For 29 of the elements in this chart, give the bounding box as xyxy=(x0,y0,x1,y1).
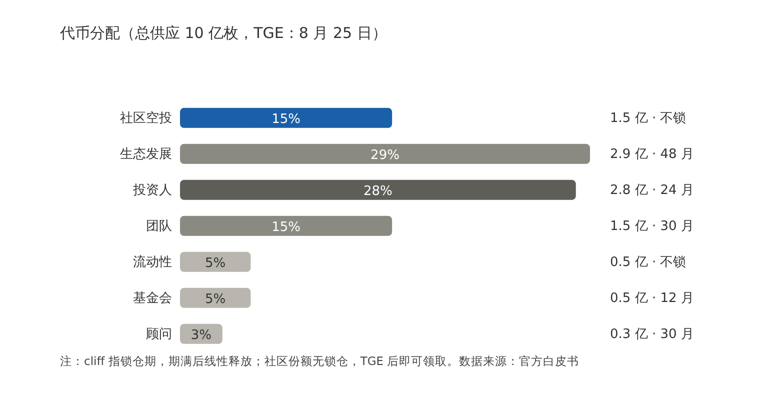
data-label: 28% xyxy=(363,184,392,199)
data-label: 29% xyxy=(370,148,400,163)
data-label: 15% xyxy=(272,220,300,235)
bar xyxy=(180,108,392,128)
bar xyxy=(180,288,251,308)
text: 2.8 亿 · 24 月 xyxy=(610,183,694,198)
y-tick-label: 投资人 xyxy=(132,183,172,198)
y-tick-label: 生态发展 xyxy=(120,147,172,162)
data-label: 3% xyxy=(190,328,212,343)
bar xyxy=(180,180,576,200)
text: 0.3 亿 · 30 月 xyxy=(610,327,694,342)
text: 2.9 亿 · 48 月 xyxy=(610,147,694,162)
y-tick-label: 团队 xyxy=(146,219,172,234)
y-tick-label: 社区空投 xyxy=(120,111,172,126)
text: 0.5 亿 · 12 月 xyxy=(610,291,694,306)
y-tick-label: 流动性 xyxy=(133,254,172,270)
chart-title: 代币分配（总供应 10 亿枚，TGE：8 月 25 日） xyxy=(59,23,388,44)
data-label: 5% xyxy=(205,292,226,307)
text: 1.5 亿 · 30 月 xyxy=(610,219,694,234)
data-label: 5% xyxy=(205,256,226,271)
y-tick-label: 基金会 xyxy=(133,291,172,306)
bar xyxy=(180,252,251,272)
text: 注：cliff 指锁仓期，期满后线性释放；社区份额无锁仓，TGE 后即可领取。数据来源：官方白皮书 xyxy=(59,354,580,369)
data-label: 15% xyxy=(272,112,300,127)
text: 0.5 亿 · 不锁 xyxy=(610,255,686,270)
bar xyxy=(180,144,590,164)
text: 1.5 亿 · 不锁 xyxy=(610,111,686,126)
bar xyxy=(180,216,392,236)
y-tick-label: 顾问 xyxy=(146,327,172,342)
